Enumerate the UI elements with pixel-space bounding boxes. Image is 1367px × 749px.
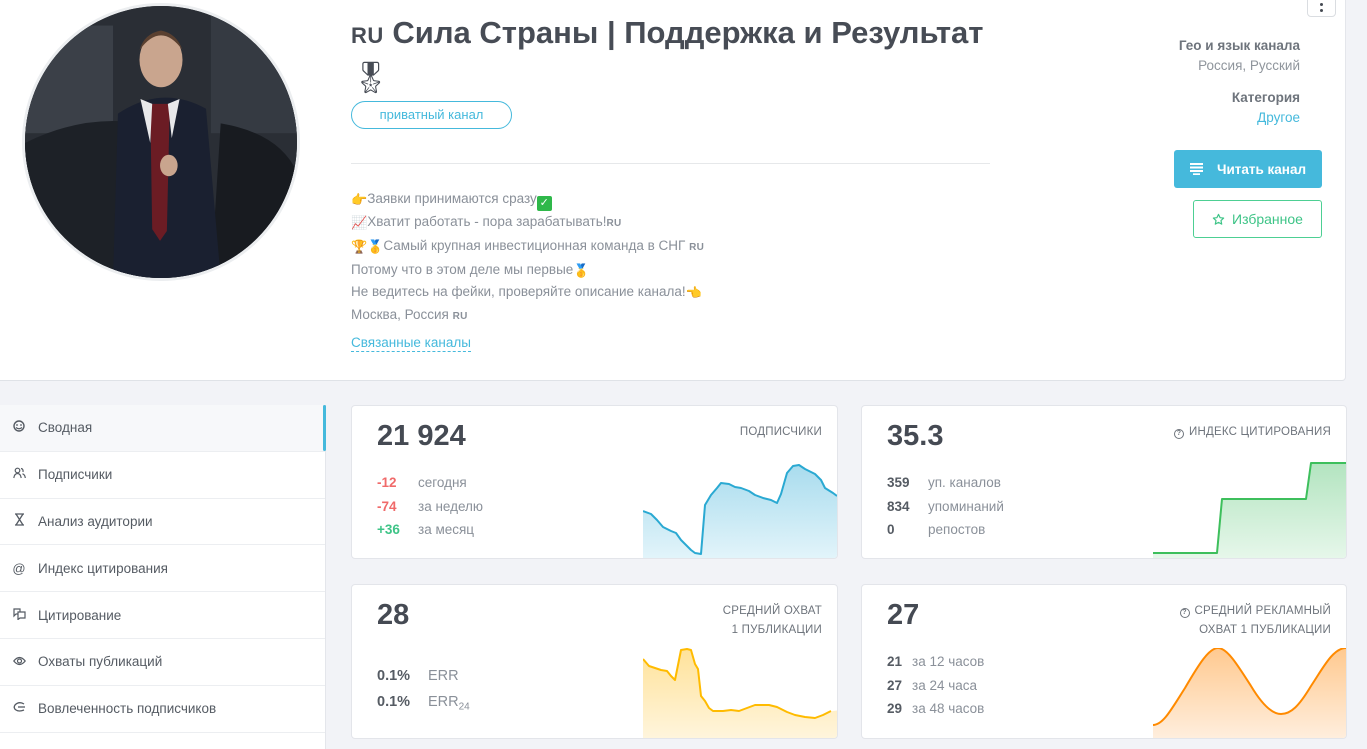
category-label: Категория: [1231, 90, 1300, 105]
read-channel-label: Читать канал: [1216, 161, 1307, 177]
description-line: 👉Заявки принимаются сразу ✓: [351, 188, 991, 211]
citation-index-card[interactable]: 35.3 ? ИНДЕКС ЦИТИРОВАНИЯ 359 уп. каналов …: [861, 405, 1347, 559]
channel-title-text: Сила Страны | Поддержка и Результат: [392, 15, 984, 50]
subscribers-stats: -12 сегодня -74 за неделю +36 за месяц: [377, 471, 483, 542]
description-line: 🏆🥇Самый крупная инвестиционная команда в…: [351, 235, 991, 259]
sidebar-item-label: Анализ аудитории: [38, 513, 153, 529]
favorite-label: Избранное: [1232, 211, 1303, 227]
stat-row: 359 уп. каналов: [887, 475, 1001, 490]
hourglass-icon: [12, 513, 26, 529]
category-value-link[interactable]: Другое: [1257, 110, 1300, 125]
sidebar-item-post-reach[interactable]: Охваты публикаций: [0, 639, 325, 686]
sidebar-item-summary[interactable]: Сводная: [0, 405, 326, 452]
list-icon: [1189, 163, 1203, 175]
trophy-medal-icon: 🏆🥇: [351, 238, 384, 254]
description-line: Потому что в этом деле мы первые🥇: [351, 259, 991, 282]
stat-row: +36 за месяц: [377, 522, 475, 537]
stat-row: 834 упоминаний: [887, 498, 1004, 514]
flag-ru-icon: RU: [351, 23, 384, 48]
stat-row: 0.1% ERR24: [377, 694, 470, 713]
stat-row: -74 за неделю: [377, 498, 484, 514]
channel-meta: Гео и язык канала Россия, Русский Катего…: [1179, 36, 1300, 128]
sidebar-item-label: Вовлеченность подписчиков: [38, 701, 217, 717]
average-reach-sparkline: [643, 648, 837, 738]
stat-row: 0.1% ERR: [377, 668, 459, 684]
sidebar-item-label: Сводная: [38, 420, 93, 436]
sidebar-item-engagement[interactable]: Вовлеченность подписчиков: [0, 686, 325, 733]
dashboard-icon: [12, 420, 26, 435]
at-icon: @: [12, 560, 26, 576]
subscribers-card[interactable]: 21 924 ПОДПИСЧИКИ -12 сегодня -74 за недел…: [351, 405, 838, 559]
ad-reach-stats: 21 за 12 часов 27 за 24 часа 29 за 48 часов: [887, 650, 984, 721]
read-channel-button[interactable]: Читать канал: [1174, 150, 1322, 188]
stat-row: 0 репостов: [887, 522, 986, 537]
subscribers-count: 21 924: [377, 420, 466, 452]
ad-reach-sparkline: [1153, 648, 1346, 738]
favorite-button[interactable]: Избранное: [1193, 200, 1322, 238]
star-icon: [1212, 213, 1225, 225]
citation-sparkline: [1153, 462, 1346, 558]
stat-row: 21 за 12 часов: [887, 654, 985, 669]
medal-icon: 🥇: [573, 262, 590, 278]
users-icon: [12, 467, 26, 482]
chart-up-icon: 📈: [351, 215, 368, 230]
quote-icon: [12, 607, 26, 623]
avatar-photo-icon: [25, 6, 297, 278]
sidebar-item-subscribers[interactable]: Подписчики: [0, 452, 325, 499]
average-reach-card-title: СРЕДНИЙ ОХВАТ 1 ПУБЛИКАЦИИ: [722, 605, 822, 636]
sidebar-item-audience-analysis[interactable]: Анализ аудитории: [0, 499, 325, 546]
related-channels-link[interactable]: Связанные каналы: [351, 335, 471, 352]
description-line: Не ведитесь на фейки, проверяйте описани…: [351, 281, 991, 304]
stat-row: 29 за 48 часов: [887, 701, 985, 716]
sidebar-item-label: Подписчики: [38, 467, 113, 483]
flag-ru-icon: RU: [606, 218, 622, 229]
description-line: 📈Хватит работать - пора зарабатывать!RU: [351, 211, 991, 235]
check-mark-icon: ✓: [536, 196, 552, 211]
stat-row: -12 сегодня: [377, 475, 467, 490]
average-ad-reach-card[interactable]: 27 ? СРЕДНИЙ РЕКЛАМНЫЙ ОХВАТ 1 ПУБЛИКАЦИИ…: [861, 584, 1347, 739]
sidebar-item-label: Охваты публикаций: [38, 654, 163, 670]
err-stats: 0.1% ERR 0.1% ERR24: [377, 663, 470, 721]
channel-description: 👉Заявки принимаются сразу ✓ 📈Хватит работ…: [351, 188, 991, 328]
subscribers-card-title: ПОДПИСЧИКИ: [739, 426, 822, 438]
more-menu-button[interactable]: [1307, 0, 1336, 17]
help-icon[interactable]: ?: [1174, 429, 1185, 439]
stat-row: 27 за 24 часа: [887, 677, 978, 693]
medal-icon: 🎖: [351, 60, 391, 95]
subscribers-sparkline: [643, 464, 837, 558]
pointing-right-icon: 👉: [351, 192, 368, 207]
sidebar-item-label: Индекс цитирования: [38, 560, 168, 576]
help-icon[interactable]: ?: [1179, 608, 1190, 618]
channel-avatar: [22, 3, 300, 281]
sidebar-item-citation-index[interactable]: @ Индекс цитирования: [0, 545, 325, 593]
sidebar-item-label: Цитирование: [38, 607, 122, 623]
dot-icon: [1320, 3, 1323, 6]
average-reach-card[interactable]: 28 СРЕДНИЙ ОХВАТ 1 ПУБЛИКАЦИИ 0.1% ERR 0.…: [351, 584, 838, 739]
dot-icon: [1320, 9, 1323, 12]
sidebar-nav: Сводная Подписчики Анализ аудитории @ Ин…: [0, 405, 326, 749]
geo-label: Гео и язык канала: [1178, 38, 1300, 53]
citation-stats: 359 уп. каналов 834 упоминаний 0 репостов: [887, 471, 1004, 542]
header-divider: [351, 163, 990, 164]
flag-ru-icon: RU: [452, 311, 468, 323]
average-ad-reach-value: 27: [887, 599, 920, 631]
average-ad-reach-card-title: ? СРЕДНИЙ РЕКЛАМНЫЙ ОХВАТ 1 ПУБЛИКАЦИИ: [1179, 602, 1331, 640]
citation-index-value: 35.3: [887, 420, 944, 452]
channel-title: RU Сила Страны | Поддержка и Результат 🎖: [351, 12, 991, 99]
engagement-icon: [12, 701, 26, 716]
flag-ru-icon: RU: [689, 241, 705, 253]
eye-icon: [12, 655, 26, 669]
geo-value: Россия, Русский: [1198, 58, 1300, 73]
sidebar-item-citations[interactable]: Цитирование: [0, 592, 325, 639]
private-channel-badge: приватный канал: [351, 101, 512, 129]
channel-header-card: RU Сила Страны | Поддержка и Результат 🎖…: [0, 0, 1346, 381]
description-line: Москва, Россия RU: [351, 307, 468, 323]
average-reach-value: 28: [377, 599, 410, 631]
pointing-left-icon: 👈: [685, 285, 702, 301]
citation-index-card-title: ? ИНДЕКС ЦИТИРОВАНИЯ: [1174, 423, 1331, 442]
